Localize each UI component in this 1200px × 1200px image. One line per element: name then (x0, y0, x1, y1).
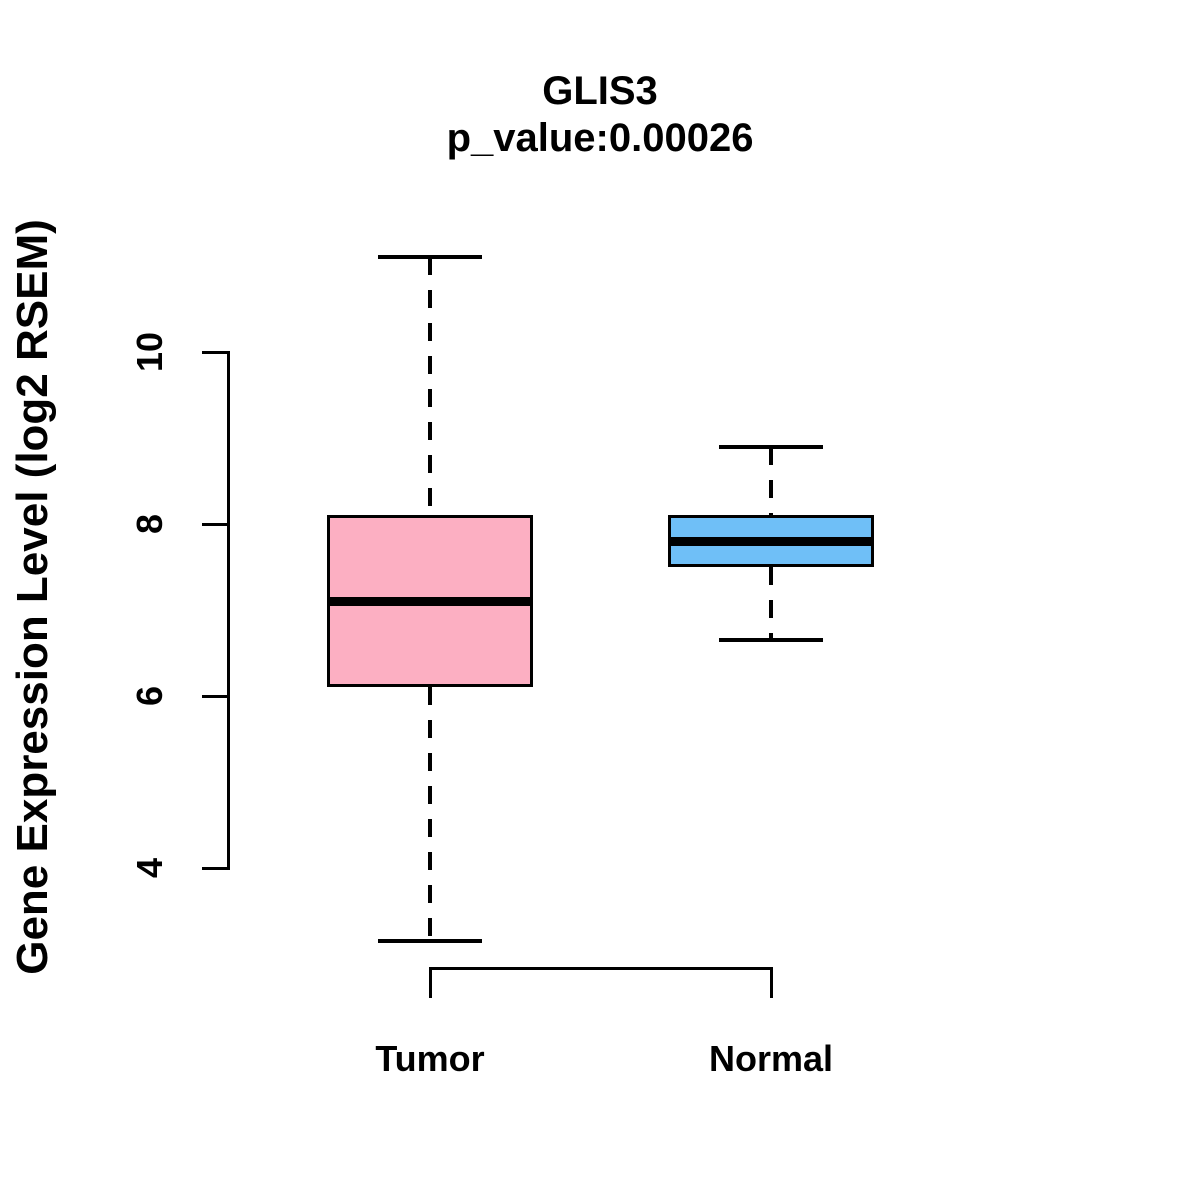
y-axis-tick (202, 350, 230, 354)
tumor-upper-whisker (428, 257, 432, 516)
y-axis-line (227, 350, 230, 870)
normal-lower-whisker (769, 567, 773, 641)
y-axis-tick (202, 522, 230, 526)
y-axis-tick-label: 10 (129, 331, 170, 373)
y-axis-label: Gene Expression Level (log2 RSEM) (8, 219, 57, 975)
tumor-lower-whisker (428, 687, 432, 942)
normal-upper-whisker (769, 446, 773, 516)
y-axis-tick-label: 6 (129, 685, 170, 707)
x-axis-bracket-tick (428, 966, 432, 998)
x-axis-bracket (430, 966, 771, 970)
x-label-tumor: Tumor (375, 1038, 485, 1079)
chart-pvalue: p_value:0.00026 (446, 116, 754, 160)
y-axis-tick-label: 4 (129, 857, 170, 879)
tumor-upper-cap (378, 255, 482, 260)
y-axis-tick (202, 694, 230, 698)
normal-median (668, 536, 874, 546)
chart-title: GLIS3 (542, 69, 658, 113)
tumor-median (327, 596, 533, 606)
normal-upper-cap (719, 444, 823, 449)
tumor-lower-cap (378, 939, 482, 944)
y-axis-tick-label: 8 (129, 513, 170, 535)
x-axis-bracket-tick (769, 966, 773, 998)
chart-title-block: GLIS3 p_value:0.00026 (0, 68, 1200, 162)
y-axis-tick (202, 866, 230, 870)
x-label-normal: Normal (708, 1038, 834, 1079)
normal-lower-cap (719, 638, 823, 643)
